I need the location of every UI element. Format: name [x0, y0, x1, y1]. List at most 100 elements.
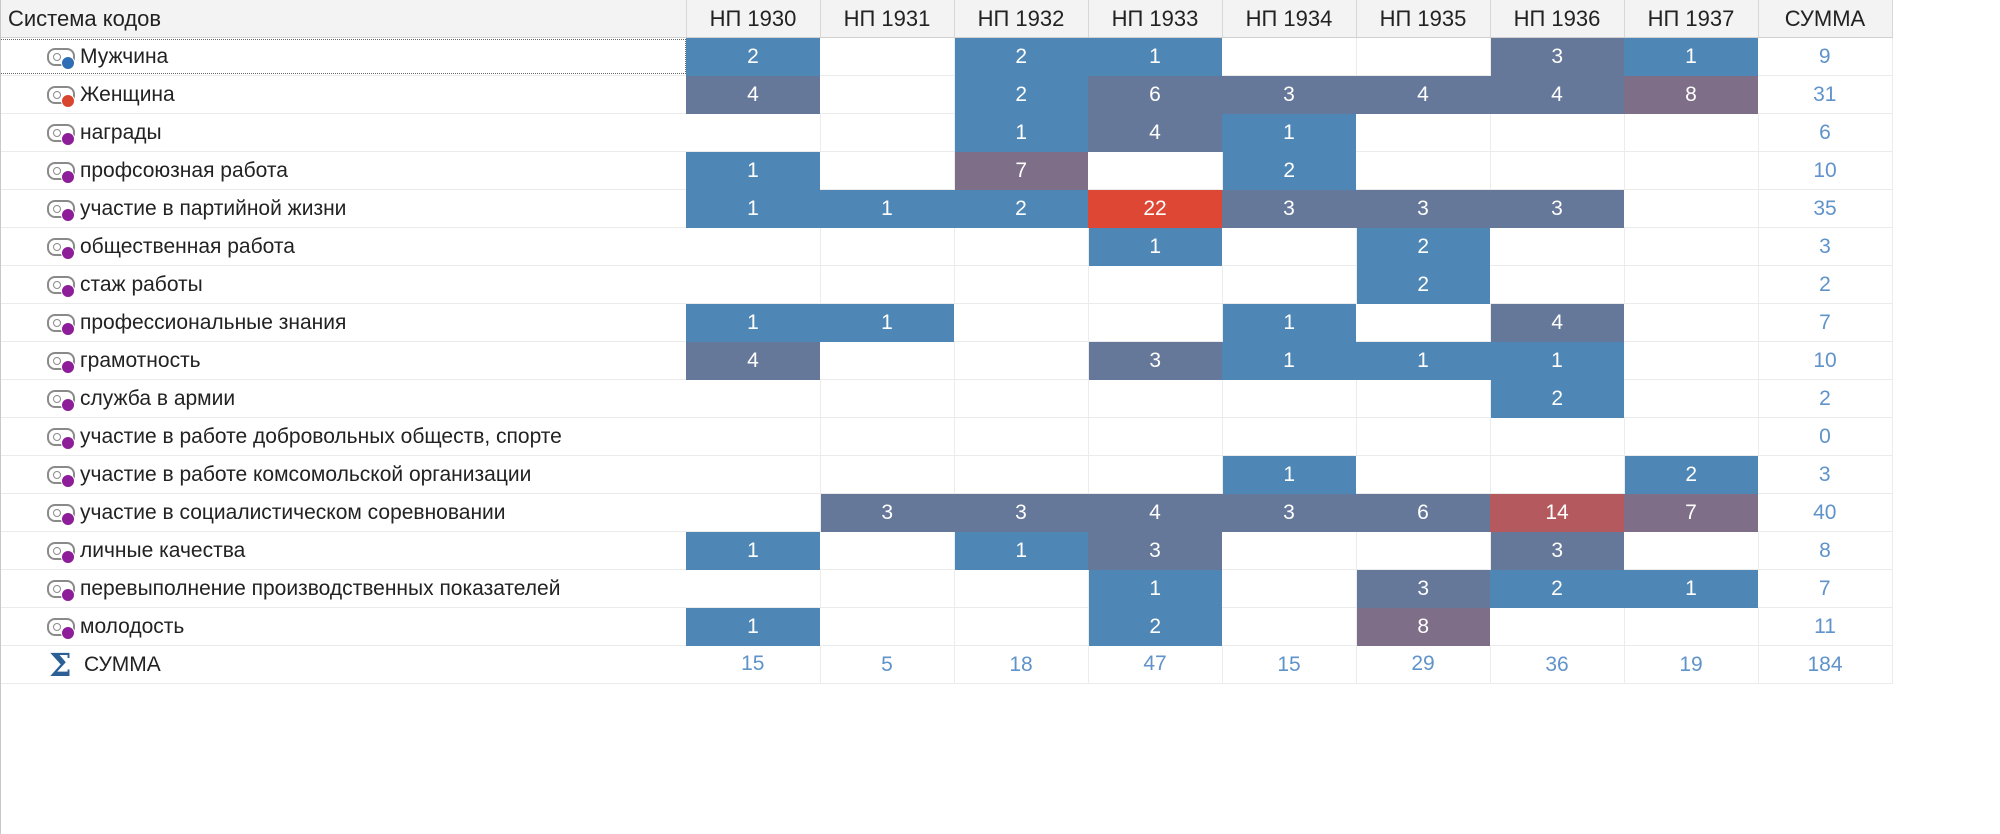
code-row[interactable]: участие в социалистическом соревновании 3… [0, 493, 1893, 532]
matrix-cell[interactable] [1624, 341, 1759, 380]
matrix-cell[interactable] [820, 341, 955, 380]
code-item[interactable]: молодость [0, 609, 686, 644]
code-item[interactable]: участие в социалистическом соревновании [0, 495, 686, 530]
matrix-cell[interactable] [820, 455, 955, 494]
matrix-cell[interactable]: 2 [1356, 265, 1490, 304]
matrix-cell[interactable]: 2 [1490, 379, 1624, 418]
matrix-cell[interactable] [954, 569, 1089, 608]
matrix-cell[interactable] [1356, 151, 1491, 190]
matrix-cell[interactable]: 1 [1624, 37, 1758, 76]
matrix-cell[interactable] [954, 227, 1089, 266]
code-cell[interactable]: личные качества [0, 531, 686, 570]
matrix-cell[interactable] [1356, 303, 1491, 342]
matrix-cell[interactable]: 1 [1624, 569, 1758, 608]
matrix-cell[interactable]: 1 [1088, 227, 1222, 266]
column-header[interactable]: НП 1933 [1088, 0, 1223, 38]
matrix-cell[interactable] [820, 227, 955, 266]
code-cell[interactable]: грамотность [0, 341, 686, 380]
code-item[interactable]: участие в работе добровольных обществ, с… [0, 419, 686, 454]
matrix-cell[interactable] [1624, 417, 1759, 456]
matrix-cell[interactable]: 1 [1222, 341, 1356, 380]
matrix-cell[interactable] [820, 607, 955, 646]
matrix-cell[interactable]: 1 [954, 531, 1088, 570]
matrix-cell[interactable] [1222, 265, 1357, 304]
matrix-cell[interactable] [686, 493, 821, 532]
code-cell[interactable]: награды [0, 113, 686, 152]
matrix-cell[interactable]: 1 [686, 607, 820, 646]
matrix-cell[interactable]: 1 [1356, 341, 1490, 380]
code-item[interactable]: профессиональные знания [0, 305, 686, 340]
code-cell[interactable]: молодость [0, 607, 686, 646]
matrix-cell[interactable]: 1 [954, 113, 1088, 152]
matrix-cell[interactable]: 1 [686, 303, 820, 342]
matrix-cell[interactable] [1624, 113, 1759, 152]
matrix-cell[interactable] [820, 265, 955, 304]
matrix-cell[interactable] [820, 113, 955, 152]
matrix-cell[interactable] [1222, 37, 1357, 76]
matrix-cell[interactable] [1490, 455, 1625, 494]
matrix-cell[interactable] [686, 227, 821, 266]
matrix-cell[interactable] [1088, 379, 1223, 418]
matrix-cell[interactable]: 3 [1222, 75, 1356, 114]
matrix-cell[interactable] [1222, 379, 1357, 418]
matrix-cell[interactable]: 1 [1222, 303, 1356, 342]
matrix-cell[interactable]: 2 [954, 189, 1088, 228]
matrix-cell[interactable]: 22 [1088, 189, 1222, 228]
matrix-cell[interactable] [1088, 303, 1223, 342]
matrix-cell[interactable]: 3 [820, 493, 954, 532]
matrix-cell[interactable]: 1 [1088, 37, 1222, 76]
matrix-cell[interactable]: 3 [1222, 189, 1356, 228]
matrix-cell[interactable]: 3 [1222, 493, 1356, 532]
matrix-cell[interactable] [954, 455, 1089, 494]
matrix-cell[interactable]: 4 [686, 75, 820, 114]
matrix-cell[interactable]: 1 [1222, 455, 1356, 494]
code-item[interactable]: Женщина [0, 77, 686, 112]
matrix-cell[interactable] [686, 569, 821, 608]
code-row[interactable]: служба в армии 2 2 [0, 379, 1893, 418]
matrix-cell[interactable] [820, 569, 955, 608]
code-row[interactable]: Женщина 4 2 6 3 4 4 8 31 [0, 75, 1893, 114]
code-item[interactable]: участие в работе комсомольской организац… [0, 457, 686, 492]
code-cell[interactable]: Женщина [0, 75, 686, 114]
code-item[interactable]: перевыполнение производственных показате… [0, 571, 686, 606]
matrix-cell[interactable]: 1 [686, 151, 820, 190]
matrix-cell[interactable] [1222, 569, 1357, 608]
code-row[interactable]: профессиональные знания 1 1 1 4 7 [0, 303, 1893, 342]
matrix-cell[interactable]: 3 [1088, 341, 1222, 380]
column-header-code-system[interactable]: Система кодов [0, 0, 687, 38]
matrix-cell[interactable]: 7 [1624, 493, 1758, 532]
code-row[interactable]: участие в работе комсомольской организац… [0, 455, 1893, 494]
matrix-cell[interactable] [1624, 189, 1759, 228]
matrix-cell[interactable]: 2 [1624, 455, 1758, 494]
matrix-cell[interactable]: 3 [954, 493, 1088, 532]
matrix-cell[interactable] [686, 379, 821, 418]
code-cell[interactable]: профессиональные знания [0, 303, 686, 342]
matrix-cell[interactable]: 1 [820, 303, 954, 342]
code-item[interactable]: грамотность [0, 343, 686, 378]
code-cell[interactable]: Мужчина [0, 37, 686, 76]
matrix-cell[interactable]: 2 [1222, 151, 1356, 190]
matrix-cell[interactable] [820, 75, 955, 114]
matrix-cell[interactable] [1490, 417, 1625, 456]
code-item[interactable]: личные качества [0, 533, 686, 568]
matrix-cell[interactable] [820, 37, 955, 76]
code-row[interactable]: грамотность 4 3 1 1 1 10 [0, 341, 1893, 380]
matrix-cell[interactable] [954, 417, 1089, 456]
code-row[interactable]: участие в работе добровольных обществ, с… [0, 417, 1893, 456]
code-item[interactable]: служба в армии [0, 381, 686, 416]
matrix-cell[interactable] [686, 113, 821, 152]
matrix-cell[interactable]: 2 [1088, 607, 1222, 646]
matrix-cell[interactable] [1490, 113, 1625, 152]
code-row[interactable]: участие в партийной жизни 1 1 2 22 3 3 3 35 [0, 189, 1893, 228]
matrix-cell[interactable]: 1 [1490, 341, 1624, 380]
matrix-cell[interactable] [1356, 455, 1491, 494]
code-cell[interactable]: профсоюзная работа [0, 151, 686, 190]
matrix-cell[interactable]: 8 [1356, 607, 1490, 646]
matrix-cell[interactable]: 2 [1356, 227, 1490, 266]
matrix-cell[interactable]: 4 [1490, 75, 1624, 114]
column-header[interactable]: НП 1931 [820, 0, 955, 38]
matrix-cell[interactable] [1222, 607, 1357, 646]
matrix-cell[interactable] [954, 341, 1089, 380]
matrix-cell[interactable] [1490, 607, 1625, 646]
matrix-cell[interactable]: 1 [1222, 113, 1356, 152]
